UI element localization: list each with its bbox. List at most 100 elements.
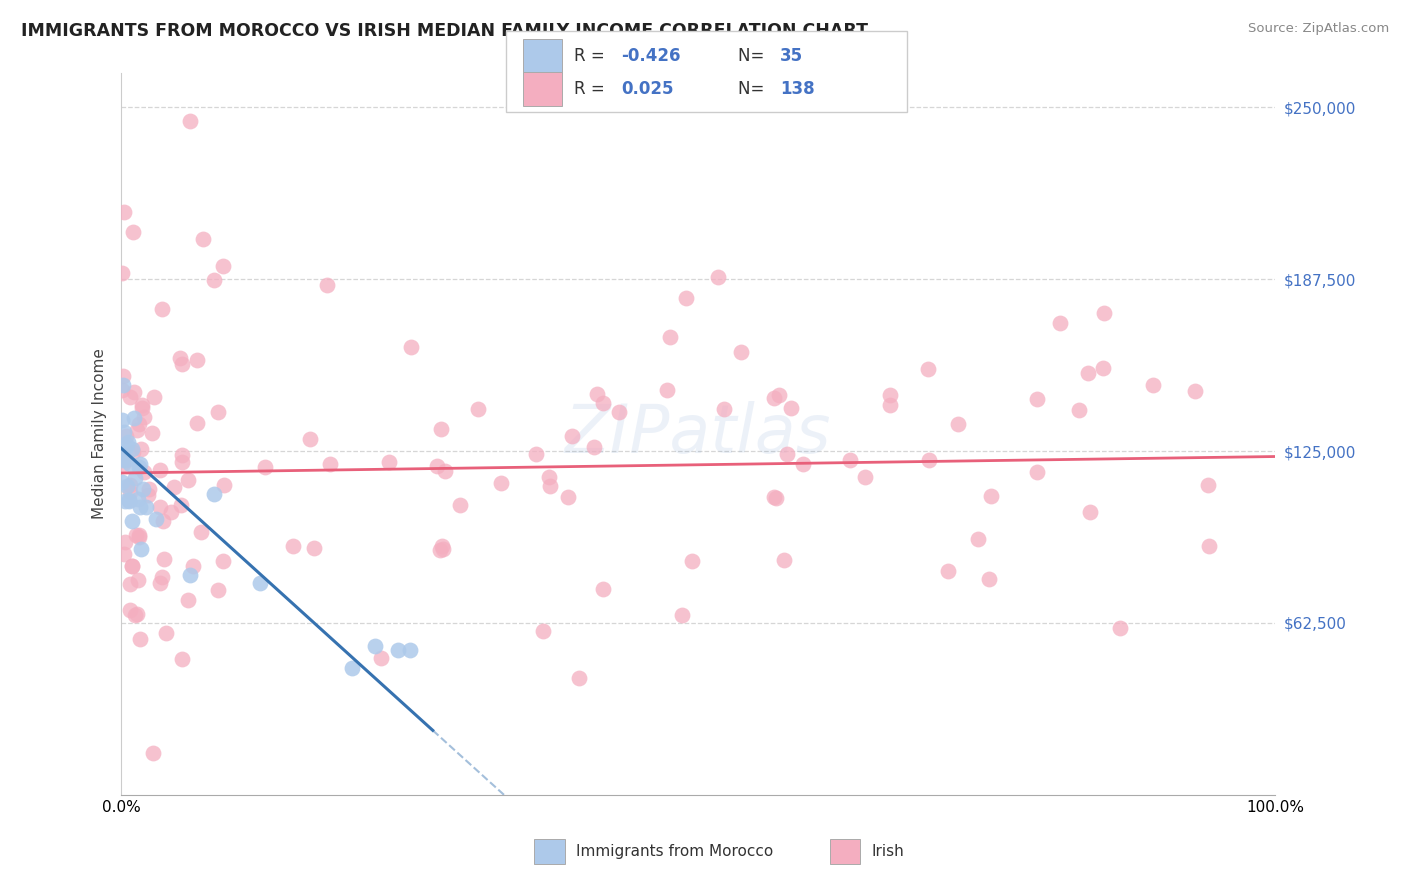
Point xyxy=(170,652,193,666)
Point xyxy=(177,592,200,607)
Point xyxy=(592,582,614,596)
Point xyxy=(111,444,134,458)
Point xyxy=(177,473,200,487)
Point xyxy=(149,576,172,591)
Point xyxy=(125,607,148,621)
Point xyxy=(111,413,134,427)
Point xyxy=(163,480,186,494)
Point xyxy=(433,464,456,478)
Point xyxy=(1198,539,1220,553)
Point xyxy=(211,259,233,273)
Point xyxy=(467,401,489,416)
Point xyxy=(681,554,703,568)
Point xyxy=(143,390,166,404)
Point xyxy=(531,624,554,639)
Point xyxy=(946,417,969,432)
Point xyxy=(1184,384,1206,399)
Point xyxy=(125,423,148,437)
Point xyxy=(115,453,138,467)
Point xyxy=(150,301,173,316)
Point xyxy=(582,441,605,455)
Point xyxy=(592,395,614,409)
Point xyxy=(586,386,609,401)
Point xyxy=(340,661,363,675)
Point xyxy=(115,441,138,455)
Text: 35: 35 xyxy=(780,47,803,65)
Point xyxy=(302,541,325,555)
Point xyxy=(202,273,225,287)
Point xyxy=(129,542,152,557)
Text: -0.426: -0.426 xyxy=(621,47,681,65)
Point xyxy=(730,345,752,359)
Point xyxy=(538,479,561,493)
Point xyxy=(207,405,229,419)
Point xyxy=(1026,392,1049,406)
Text: R =: R = xyxy=(574,80,610,98)
Point xyxy=(121,558,143,573)
Point xyxy=(202,487,225,501)
Point xyxy=(186,416,208,430)
Text: 138: 138 xyxy=(780,80,815,98)
Point xyxy=(1092,306,1115,320)
Point xyxy=(249,576,271,591)
Text: N=: N= xyxy=(738,80,769,98)
Point xyxy=(120,484,142,499)
Point xyxy=(977,572,1000,586)
Text: 0.025: 0.025 xyxy=(621,80,673,98)
Point xyxy=(254,460,277,475)
Point xyxy=(538,470,561,484)
Point xyxy=(607,405,630,419)
Point xyxy=(152,514,174,528)
Point xyxy=(145,512,167,526)
Point xyxy=(121,442,143,456)
Point xyxy=(112,368,135,383)
Point xyxy=(122,411,145,425)
Point xyxy=(135,500,157,515)
Point xyxy=(765,491,787,505)
Point xyxy=(160,505,183,519)
Point xyxy=(141,426,163,441)
Point xyxy=(118,458,141,472)
Point xyxy=(129,458,152,472)
Point xyxy=(918,453,941,467)
Point xyxy=(121,558,143,573)
Point xyxy=(127,573,149,587)
Point xyxy=(524,447,547,461)
Point xyxy=(120,477,142,491)
Point xyxy=(179,114,201,128)
Point xyxy=(568,671,591,685)
Point xyxy=(127,491,149,506)
Text: Immigrants from Morocco: Immigrants from Morocco xyxy=(576,845,773,859)
Point xyxy=(112,425,135,439)
Point xyxy=(429,543,451,558)
Point xyxy=(120,390,142,404)
Point xyxy=(671,607,693,622)
Point xyxy=(1078,505,1101,519)
Point xyxy=(138,482,160,496)
Point xyxy=(401,340,423,354)
Point xyxy=(118,577,141,591)
Point xyxy=(141,747,163,761)
Point xyxy=(762,391,785,405)
Point xyxy=(429,422,451,436)
Point xyxy=(432,542,454,557)
Point xyxy=(1109,621,1132,635)
Point xyxy=(150,570,173,584)
Point xyxy=(211,554,233,568)
Point xyxy=(387,643,409,657)
Point xyxy=(186,353,208,368)
Point xyxy=(128,530,150,544)
Point xyxy=(124,607,146,622)
Point xyxy=(430,539,453,553)
Point xyxy=(131,483,153,497)
Point xyxy=(364,640,387,654)
Point xyxy=(155,626,177,640)
Point xyxy=(1049,316,1071,330)
Point xyxy=(169,351,191,365)
Point xyxy=(111,453,134,467)
Point xyxy=(792,457,814,471)
Point xyxy=(112,204,135,219)
Point xyxy=(170,498,193,512)
Point xyxy=(190,525,212,540)
Point xyxy=(132,465,155,479)
